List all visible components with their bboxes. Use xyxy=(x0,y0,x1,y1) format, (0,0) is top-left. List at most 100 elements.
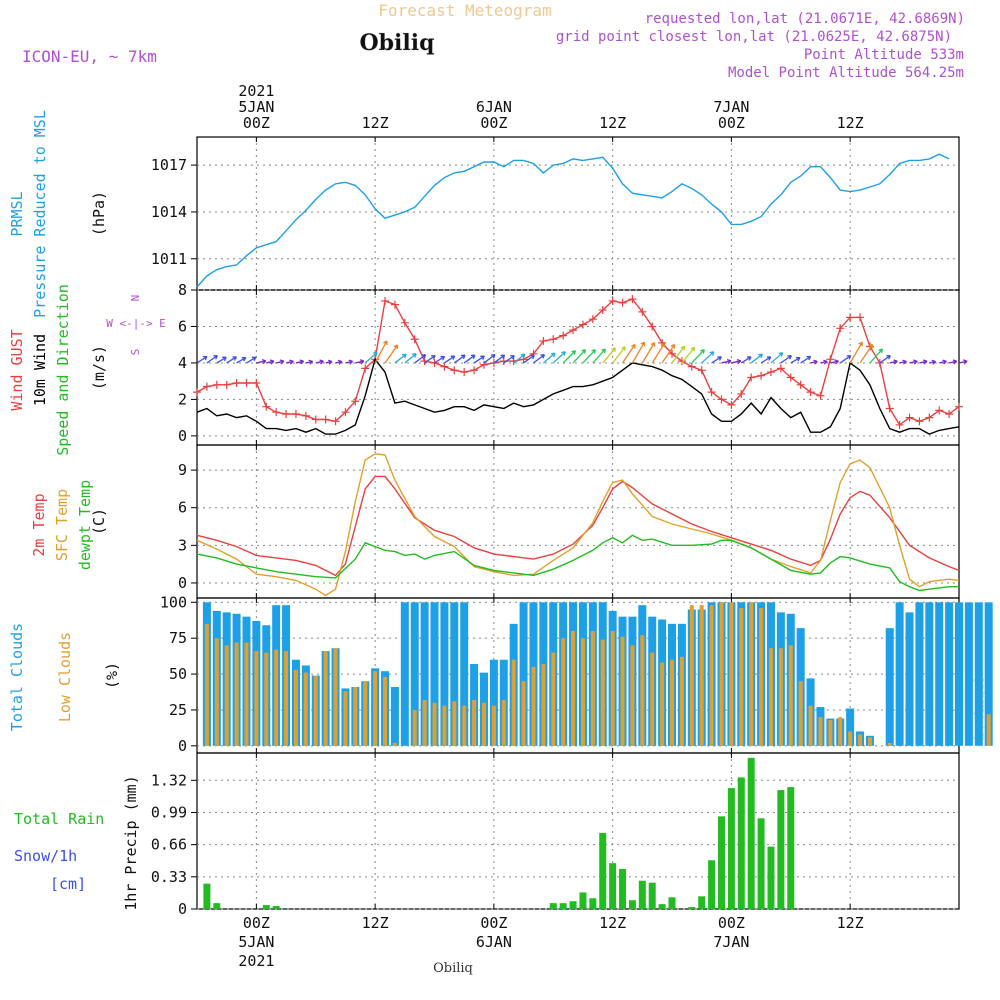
top-time-label: 12Z xyxy=(599,114,626,132)
bottom-time-label: 12Z xyxy=(837,914,864,932)
gust-marker xyxy=(361,364,370,373)
wind-arrow xyxy=(691,349,705,364)
wind-arrow-head xyxy=(490,354,496,359)
low-cloud-bar xyxy=(867,737,872,746)
wind-arrow-head xyxy=(337,359,343,365)
low-cloud-bar xyxy=(561,638,566,746)
wind-arrow xyxy=(879,355,891,364)
gust-marker xyxy=(925,413,934,422)
total-cloud-bar xyxy=(955,602,963,746)
gust-marker xyxy=(885,404,894,413)
y-tick-label: 6 xyxy=(178,317,187,335)
gust-marker xyxy=(648,322,657,331)
wind-arrow-head xyxy=(591,349,596,354)
wind-arrow-head xyxy=(726,358,732,365)
gust-marker xyxy=(816,391,825,400)
wind-arrow-head xyxy=(202,355,208,361)
rain-bar xyxy=(262,905,270,909)
wind-arrow-head xyxy=(601,348,606,354)
panel-5: 0 0.33 0.66 0.99 1.32 Total Rain Snow/1h [cm] 1h… xyxy=(14,752,960,918)
wind-arrow xyxy=(453,354,466,364)
wind-arrow-head xyxy=(359,359,365,365)
rain-bar xyxy=(619,869,627,909)
low-cloud-bar xyxy=(343,691,348,746)
wind-arrow-head xyxy=(834,359,839,365)
rain-bar xyxy=(757,818,765,909)
wind-arrow xyxy=(711,356,722,364)
total-cloud-bar xyxy=(440,602,449,746)
gust-marker xyxy=(806,388,815,397)
wind-arrow-head xyxy=(893,359,898,365)
top-time-label: 7JAN xyxy=(713,98,749,116)
rain-bar xyxy=(708,860,716,909)
snow-unit-label: [cm] xyxy=(50,875,86,893)
wind-arrow-head xyxy=(709,351,715,356)
gust-marker xyxy=(400,318,409,327)
y-tick-label: 8 xyxy=(178,281,187,299)
gust-marker xyxy=(272,408,281,417)
low-cloud-bar xyxy=(818,717,823,746)
low-cloud-bar xyxy=(353,686,358,746)
gust-marker xyxy=(707,388,716,397)
wind-arrow-head xyxy=(269,359,275,365)
gust-marker xyxy=(737,389,746,398)
wind-arrow-head xyxy=(650,342,656,347)
y-tick-label: 50 xyxy=(169,665,187,683)
low-cloud-bar xyxy=(373,671,378,746)
low-cloud-bar xyxy=(798,681,803,746)
wind-arrow xyxy=(790,357,801,364)
rain-bar xyxy=(272,906,280,909)
y-tick-label: 100 xyxy=(160,593,187,611)
wind-arrow xyxy=(206,355,218,364)
low-cloud-bar xyxy=(858,734,863,746)
wind-arrow-head xyxy=(766,356,772,361)
wind-arrow-head xyxy=(500,354,506,360)
low-cloud-bar xyxy=(808,705,813,746)
low-cloud-bar xyxy=(640,635,645,746)
wind-arrow-head xyxy=(660,342,666,348)
low-cloud-bar xyxy=(264,652,269,746)
panel-frame xyxy=(196,752,960,910)
series-line-dewpt-temp xyxy=(196,534,959,592)
wind-arrow xyxy=(681,347,695,364)
gust-marker xyxy=(193,388,201,397)
wind-arrow xyxy=(276,360,284,364)
y-tick-label: 0 xyxy=(178,574,187,592)
wind-arrow xyxy=(295,360,304,364)
low-cloud-bar xyxy=(551,652,556,746)
gust-marker xyxy=(282,410,291,418)
wind-arrow-head xyxy=(787,354,792,360)
wind-arrow-head xyxy=(232,356,237,361)
wind-arrow xyxy=(444,355,455,364)
rain-bar xyxy=(787,787,795,909)
low-cloud-bar xyxy=(303,672,308,746)
gust-marker xyxy=(638,307,647,316)
low-cloud-bar xyxy=(284,651,289,746)
gust-marker xyxy=(311,415,320,424)
wind-arrow-head xyxy=(261,358,267,365)
low-cloud-bar xyxy=(472,699,477,746)
wind-arrow xyxy=(602,347,616,364)
gust-marker xyxy=(668,349,677,358)
rain-bar xyxy=(203,883,211,909)
wind-arrow xyxy=(562,350,576,364)
low-cloud-bar xyxy=(660,662,665,746)
series-line-sfc-temp xyxy=(196,453,960,597)
low-cloud-bar xyxy=(422,699,427,746)
wind-arrow xyxy=(473,355,485,364)
wind-arrow xyxy=(740,356,752,364)
gust-marker xyxy=(202,382,211,391)
wind-arrow xyxy=(631,341,645,364)
gust-marker xyxy=(479,360,488,369)
low-cloud-bar xyxy=(383,676,388,746)
gust-marker xyxy=(232,379,241,387)
panel-frame xyxy=(196,289,960,446)
total-cloud-bar xyxy=(974,602,983,746)
total-cloud-bar xyxy=(945,602,954,746)
wind-arrow xyxy=(364,351,378,364)
y-tick-label: 0 xyxy=(178,737,187,755)
wind-arrow-head xyxy=(550,352,556,358)
rain-bar xyxy=(638,880,646,909)
top-time-label: 12Z xyxy=(362,114,389,132)
gust-marker xyxy=(321,415,330,424)
